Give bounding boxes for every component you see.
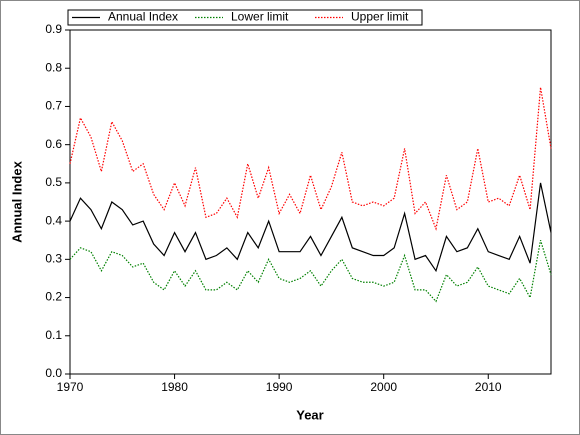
series-line — [69, 87, 552, 231]
y-axis-title: Annual Index — [9, 160, 24, 242]
y-tick-label: 0.9 — [45, 22, 62, 36]
x-tick-label: 2010 — [475, 380, 502, 394]
y-tick-label: 0.7 — [45, 99, 62, 113]
legend-label: Annual Index — [108, 10, 178, 24]
y-tick-label: 0.5 — [45, 175, 62, 189]
x-axis-title: Year — [296, 407, 323, 422]
x-tick-label: 2000 — [370, 380, 397, 394]
y-tick-label: 0.0 — [45, 366, 62, 380]
y-tick-label: 0.4 — [45, 213, 62, 227]
series-line — [69, 182, 552, 273]
y-tick-label: 0.2 — [45, 290, 62, 304]
x-tick-label: 1970 — [57, 380, 84, 394]
y-tick-label: 0.6 — [45, 137, 62, 151]
legend-label: Lower limit — [231, 10, 289, 24]
y-tick-label: 0.8 — [45, 60, 62, 74]
series-line — [69, 240, 552, 303]
legend-box — [67, 9, 423, 26]
y-tick-label: 0.3 — [45, 252, 62, 266]
legend-label: Upper limit — [351, 10, 409, 24]
y-tick-label: 0.1 — [45, 328, 62, 342]
x-tick-label: 1990 — [266, 380, 293, 394]
x-tick-label: 1980 — [161, 380, 188, 394]
plot-area — [69, 29, 552, 375]
